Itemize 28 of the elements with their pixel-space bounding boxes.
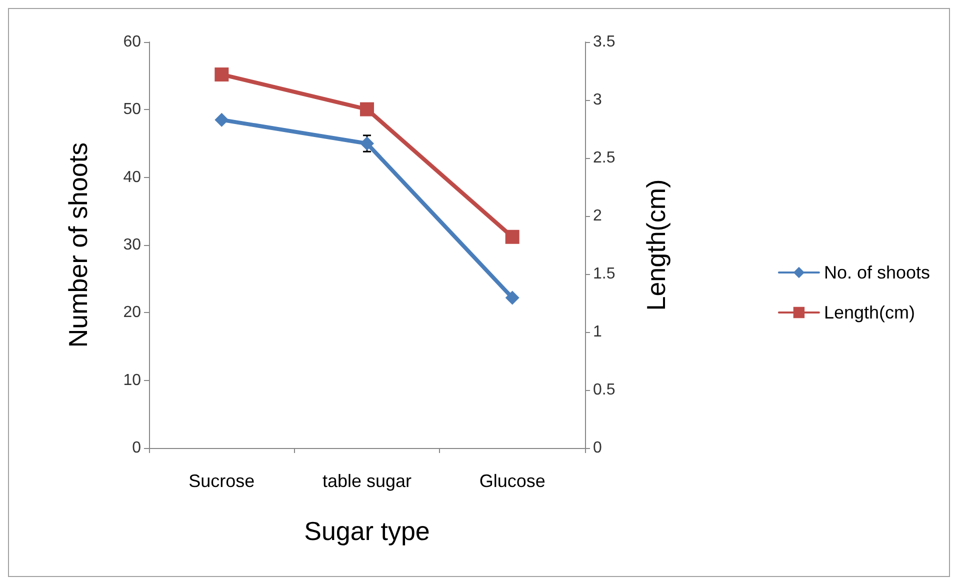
x-tick-label: Sucrose bbox=[188, 471, 255, 491]
legend-label: No. of shoots bbox=[824, 262, 930, 282]
point bbox=[360, 102, 374, 116]
y-tick-label: 60 bbox=[123, 34, 142, 50]
y-tick-label: 0 bbox=[132, 440, 142, 456]
y-tick-label: 20 bbox=[123, 304, 142, 322]
y2-tick-label: 3 bbox=[593, 92, 602, 108]
y-axis-title: Number of shoots bbox=[63, 142, 93, 348]
y2-tick-label: 3.5 bbox=[593, 34, 616, 50]
y-tick-label: 10 bbox=[123, 372, 142, 389]
y2-axis-title: Length(cm) bbox=[641, 179, 671, 311]
y-tick-label: 40 bbox=[123, 168, 142, 186]
y2-tick-label: 0 bbox=[593, 440, 602, 456]
y2-tick-label: 1.5 bbox=[593, 266, 616, 282]
y2-tick-label: 2.5 bbox=[593, 150, 616, 166]
y-tick-label: 30 bbox=[123, 236, 142, 254]
legend-label: Length(cm) bbox=[824, 302, 915, 322]
point bbox=[214, 112, 229, 127]
point bbox=[214, 67, 229, 82]
point bbox=[505, 230, 520, 244]
y-tick-label: 50 bbox=[123, 101, 142, 118]
y2-tick-label: 0.5 bbox=[593, 382, 616, 398]
y2-tick-label: 2 bbox=[593, 208, 602, 224]
point bbox=[505, 290, 520, 305]
x-axis-title: Sugar type bbox=[304, 516, 430, 546]
y2-tick-label: 1 bbox=[593, 324, 602, 340]
x-tick-label: Glucose bbox=[479, 471, 546, 491]
x-tick-label: table sugar bbox=[322, 471, 412, 491]
